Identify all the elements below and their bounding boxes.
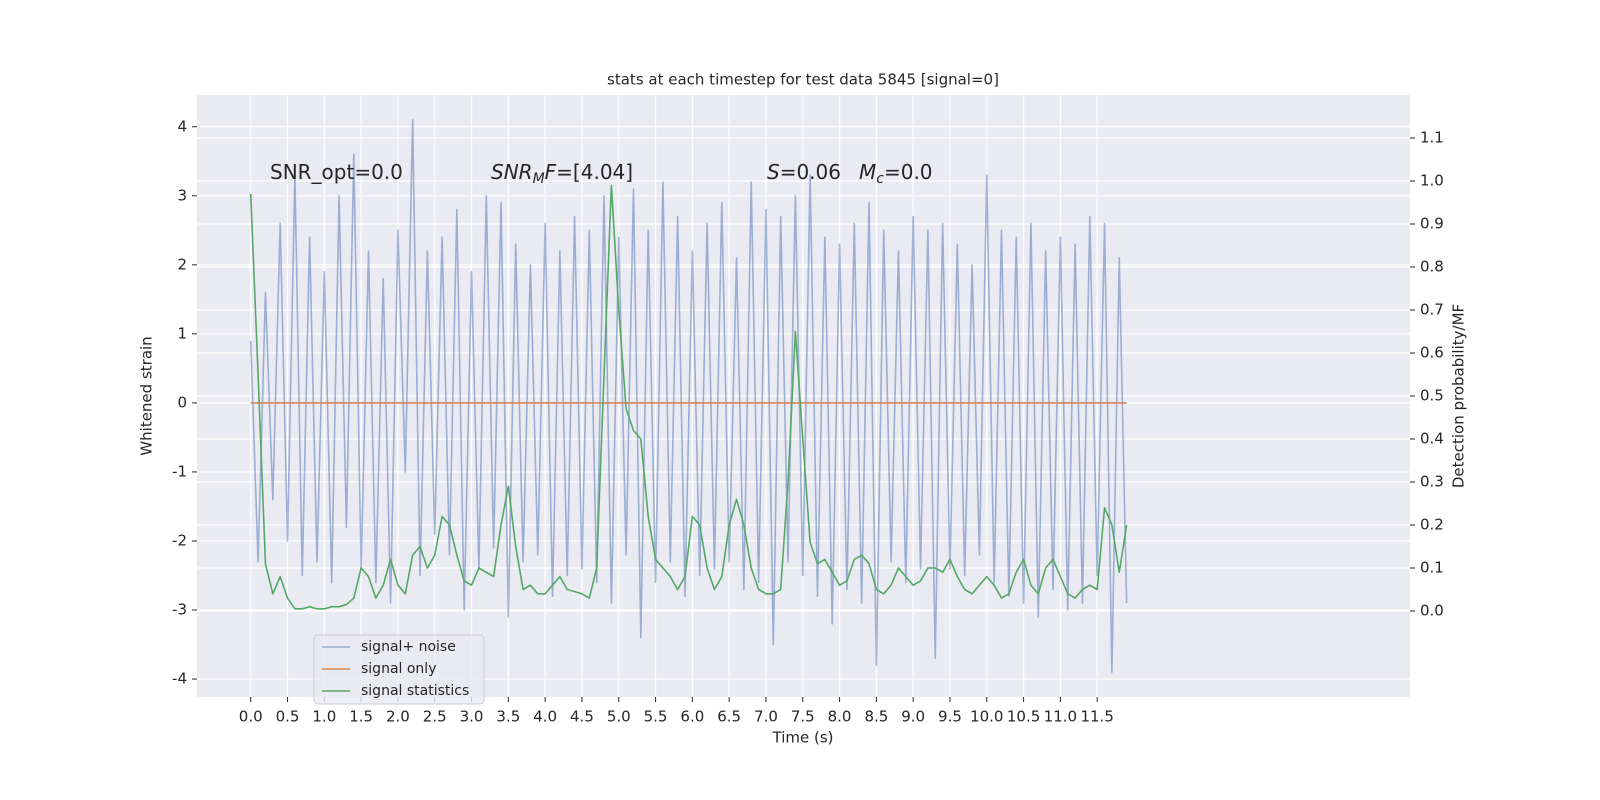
y2-tick-label: 0.1 xyxy=(1420,559,1444,577)
annotation-part: S xyxy=(767,160,780,184)
y-tick-label: -4 xyxy=(172,670,187,688)
legend-label: signal only xyxy=(361,661,436,677)
annotation-part: M xyxy=(533,171,545,187)
y-tick-label: 1 xyxy=(177,324,187,342)
y-tick-label: 4 xyxy=(177,117,187,135)
y-tick-label: 2 xyxy=(177,255,187,273)
x-tick-label: 0.0 xyxy=(239,708,263,726)
legend-box xyxy=(313,634,485,705)
x-tick-label: 6.5 xyxy=(717,708,741,726)
legend: signal+ noise signal only signal statistic… xyxy=(313,634,485,705)
x-tick-label: 11.0 xyxy=(1044,708,1077,726)
x-tick-label: 10.0 xyxy=(970,708,1003,726)
y2-tick-label: 0.5 xyxy=(1420,387,1444,405)
series-lines xyxy=(249,119,1128,673)
y2-tick-label: 1.0 xyxy=(1420,172,1444,190)
x-tick-label: 9.0 xyxy=(901,708,925,726)
y2-axis-label: Detection probability/MF xyxy=(1450,304,1468,488)
x-tick-label: 3.0 xyxy=(460,708,484,726)
x-tick-label: 6.0 xyxy=(680,708,704,726)
annotation-part: SNR xyxy=(491,160,533,184)
x-tick-label: 7.5 xyxy=(791,708,815,726)
y-tick-label: 0 xyxy=(177,393,187,411)
annotation: S=0.06 xyxy=(767,160,841,184)
y-tick-label: 3 xyxy=(177,186,187,204)
annotation: SNR_opt=0.0 xyxy=(270,160,403,184)
x-tick-label: 2.5 xyxy=(423,708,447,726)
x-tick-label: 2.0 xyxy=(386,708,410,726)
series-line xyxy=(249,184,1128,610)
y2-tick-label: 0.6 xyxy=(1420,344,1444,362)
y2-tick-label: 0.7 xyxy=(1420,301,1444,319)
x-axis-label: Time (s) xyxy=(772,729,834,747)
y2-tick-label: 0.0 xyxy=(1420,602,1444,620)
x-tick-label: 0.5 xyxy=(276,708,300,726)
x-tick-label: 5.0 xyxy=(607,708,631,726)
annotation-part: =0.06 xyxy=(780,160,841,184)
y2-tick-label: 0.9 xyxy=(1420,215,1444,233)
y-tick-label: -2 xyxy=(172,531,187,549)
y2-tick-label: 0.4 xyxy=(1420,430,1444,448)
y-tick-label: -3 xyxy=(172,601,187,619)
x-tick-label: 1.0 xyxy=(312,708,336,726)
annotation: Mc=0.0 xyxy=(859,160,933,188)
legend-label: signal+ noise xyxy=(361,639,456,655)
annotation-part: SNR_opt=0.0 xyxy=(270,160,403,184)
x-tick-label: 4.0 xyxy=(533,708,557,726)
series-line xyxy=(249,119,1128,673)
x-tick-label: 4.5 xyxy=(570,708,594,726)
y-tick-label: -1 xyxy=(172,462,187,480)
annotation: SNRMF=[4.04] xyxy=(491,160,633,188)
annotation-part: M xyxy=(859,160,876,184)
annotation-part: =0.0 xyxy=(884,160,933,184)
grid xyxy=(197,95,1410,697)
x-tick-label: 5.5 xyxy=(644,708,668,726)
y-axis-label: Whitened strain xyxy=(138,336,156,455)
y2-tick-label: 0.3 xyxy=(1420,473,1444,491)
x-tick-label: 3.5 xyxy=(496,708,520,726)
chart-title: stats at each timestep for test data 584… xyxy=(607,71,999,89)
annotation-part: F xyxy=(545,160,557,184)
y2-tick-label: 1.1 xyxy=(1420,129,1444,147)
annotation-part: =[4.04] xyxy=(556,160,633,184)
y2-tick-label: 0.2 xyxy=(1420,516,1444,534)
x-tick-label: 8.5 xyxy=(864,708,888,726)
x-tick-label: 11.5 xyxy=(1080,708,1113,726)
x-tick-label: 10.5 xyxy=(1007,708,1040,726)
x-tick-label: 7.0 xyxy=(754,708,778,726)
axes: 0.0 0.5 1.0 1.5 2.0 2.5 3.0 3.5 4.0 4.5 5.0 5.5 6.0 6… xyxy=(172,117,1444,725)
annotation-part: c xyxy=(876,171,884,187)
x-tick-label: 8.0 xyxy=(828,708,852,726)
x-tick-label: 1.5 xyxy=(349,708,373,726)
y2-tick-label: 0.8 xyxy=(1420,258,1444,276)
x-tick-label: 9.5 xyxy=(938,708,962,726)
legend-label: signal statistics xyxy=(361,683,469,699)
